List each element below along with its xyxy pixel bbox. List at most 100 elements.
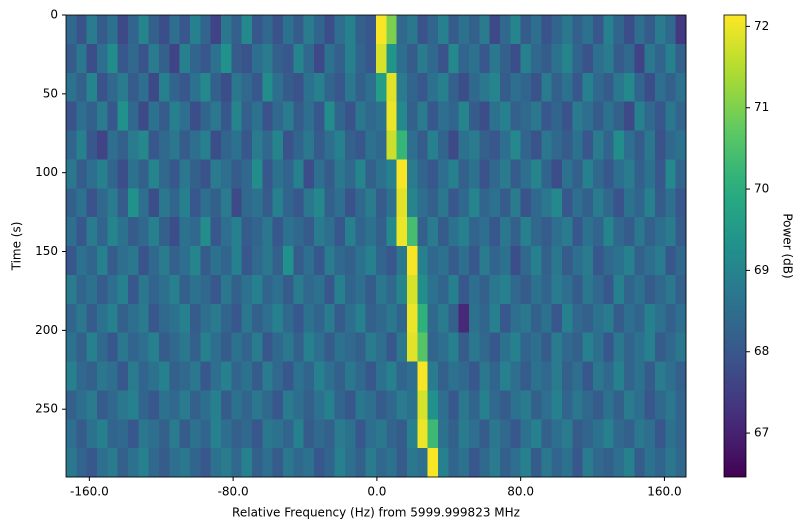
cell <box>324 72 336 103</box>
cell <box>221 390 232 420</box>
cell <box>582 217 594 247</box>
cell <box>396 15 408 45</box>
cell <box>675 361 687 391</box>
cell <box>520 188 532 218</box>
cell <box>417 72 429 103</box>
cell <box>179 72 191 103</box>
cell <box>593 274 604 305</box>
cell <box>210 15 222 45</box>
cell <box>314 159 325 189</box>
cell <box>510 448 522 478</box>
cell <box>324 332 336 362</box>
cell <box>221 274 232 305</box>
cell <box>210 130 222 160</box>
cell <box>272 188 284 218</box>
cell <box>117 332 129 362</box>
cell <box>562 448 573 478</box>
cell <box>551 188 563 218</box>
cell <box>148 130 160 160</box>
cell <box>551 130 563 160</box>
cell <box>76 332 88 362</box>
cell <box>531 43 542 74</box>
cell <box>520 43 532 74</box>
cell <box>262 130 274 160</box>
cell <box>665 419 677 449</box>
cell <box>169 274 181 305</box>
cell <box>293 188 305 218</box>
cell <box>221 246 232 276</box>
cell <box>438 274 449 305</box>
cell <box>210 159 222 189</box>
cell <box>438 361 449 391</box>
cell <box>128 188 139 218</box>
cell <box>117 361 129 391</box>
cell <box>624 361 635 391</box>
cell <box>128 274 139 305</box>
cell <box>355 332 367 362</box>
cell <box>634 361 646 391</box>
cell <box>345 15 356 45</box>
cell <box>334 159 346 189</box>
cell <box>262 448 274 478</box>
cell <box>314 246 325 276</box>
cell <box>562 72 573 103</box>
cell <box>210 72 222 103</box>
cell <box>644 101 656 131</box>
cell <box>438 188 449 218</box>
cell <box>314 448 325 478</box>
cell <box>314 332 325 362</box>
cell <box>551 101 563 131</box>
cell <box>283 419 294 449</box>
cell <box>365 274 377 305</box>
cell <box>365 332 377 362</box>
cell <box>283 188 294 218</box>
cell <box>190 101 201 131</box>
cell <box>603 390 615 420</box>
cell <box>66 101 77 131</box>
cell <box>76 274 88 305</box>
cell <box>272 159 284 189</box>
cell <box>603 246 615 276</box>
cell <box>407 303 418 334</box>
cell <box>86 159 98 189</box>
cell <box>169 130 181 160</box>
cell <box>86 15 98 45</box>
cell <box>376 419 387 449</box>
cell <box>128 419 139 449</box>
cell <box>272 448 284 478</box>
cell <box>427 332 439 362</box>
cell <box>262 303 274 334</box>
cell <box>489 303 501 334</box>
cell <box>293 101 305 131</box>
cell <box>469 419 480 449</box>
cell <box>210 303 222 334</box>
cell <box>427 130 439 160</box>
cell <box>190 43 201 74</box>
cell <box>324 274 336 305</box>
cell <box>417 303 429 334</box>
cell <box>593 448 604 478</box>
cell <box>66 15 77 45</box>
cell <box>86 274 98 305</box>
cell <box>231 419 243 449</box>
cell <box>407 130 418 160</box>
cell <box>551 419 563 449</box>
cell <box>376 448 387 478</box>
cell <box>665 361 677 391</box>
cell <box>283 217 294 247</box>
cell <box>117 448 129 478</box>
cell <box>107 361 119 391</box>
cell <box>376 390 387 420</box>
colorbar-tick-label: 72 <box>754 19 769 33</box>
cell <box>438 159 449 189</box>
cell <box>562 361 573 391</box>
cell <box>407 274 418 305</box>
cell <box>562 390 573 420</box>
cell <box>520 246 532 276</box>
cell <box>128 130 139 160</box>
cell <box>448 101 460 131</box>
cell <box>489 448 501 478</box>
cell <box>241 361 253 391</box>
cell <box>438 101 449 131</box>
cell <box>262 43 274 74</box>
